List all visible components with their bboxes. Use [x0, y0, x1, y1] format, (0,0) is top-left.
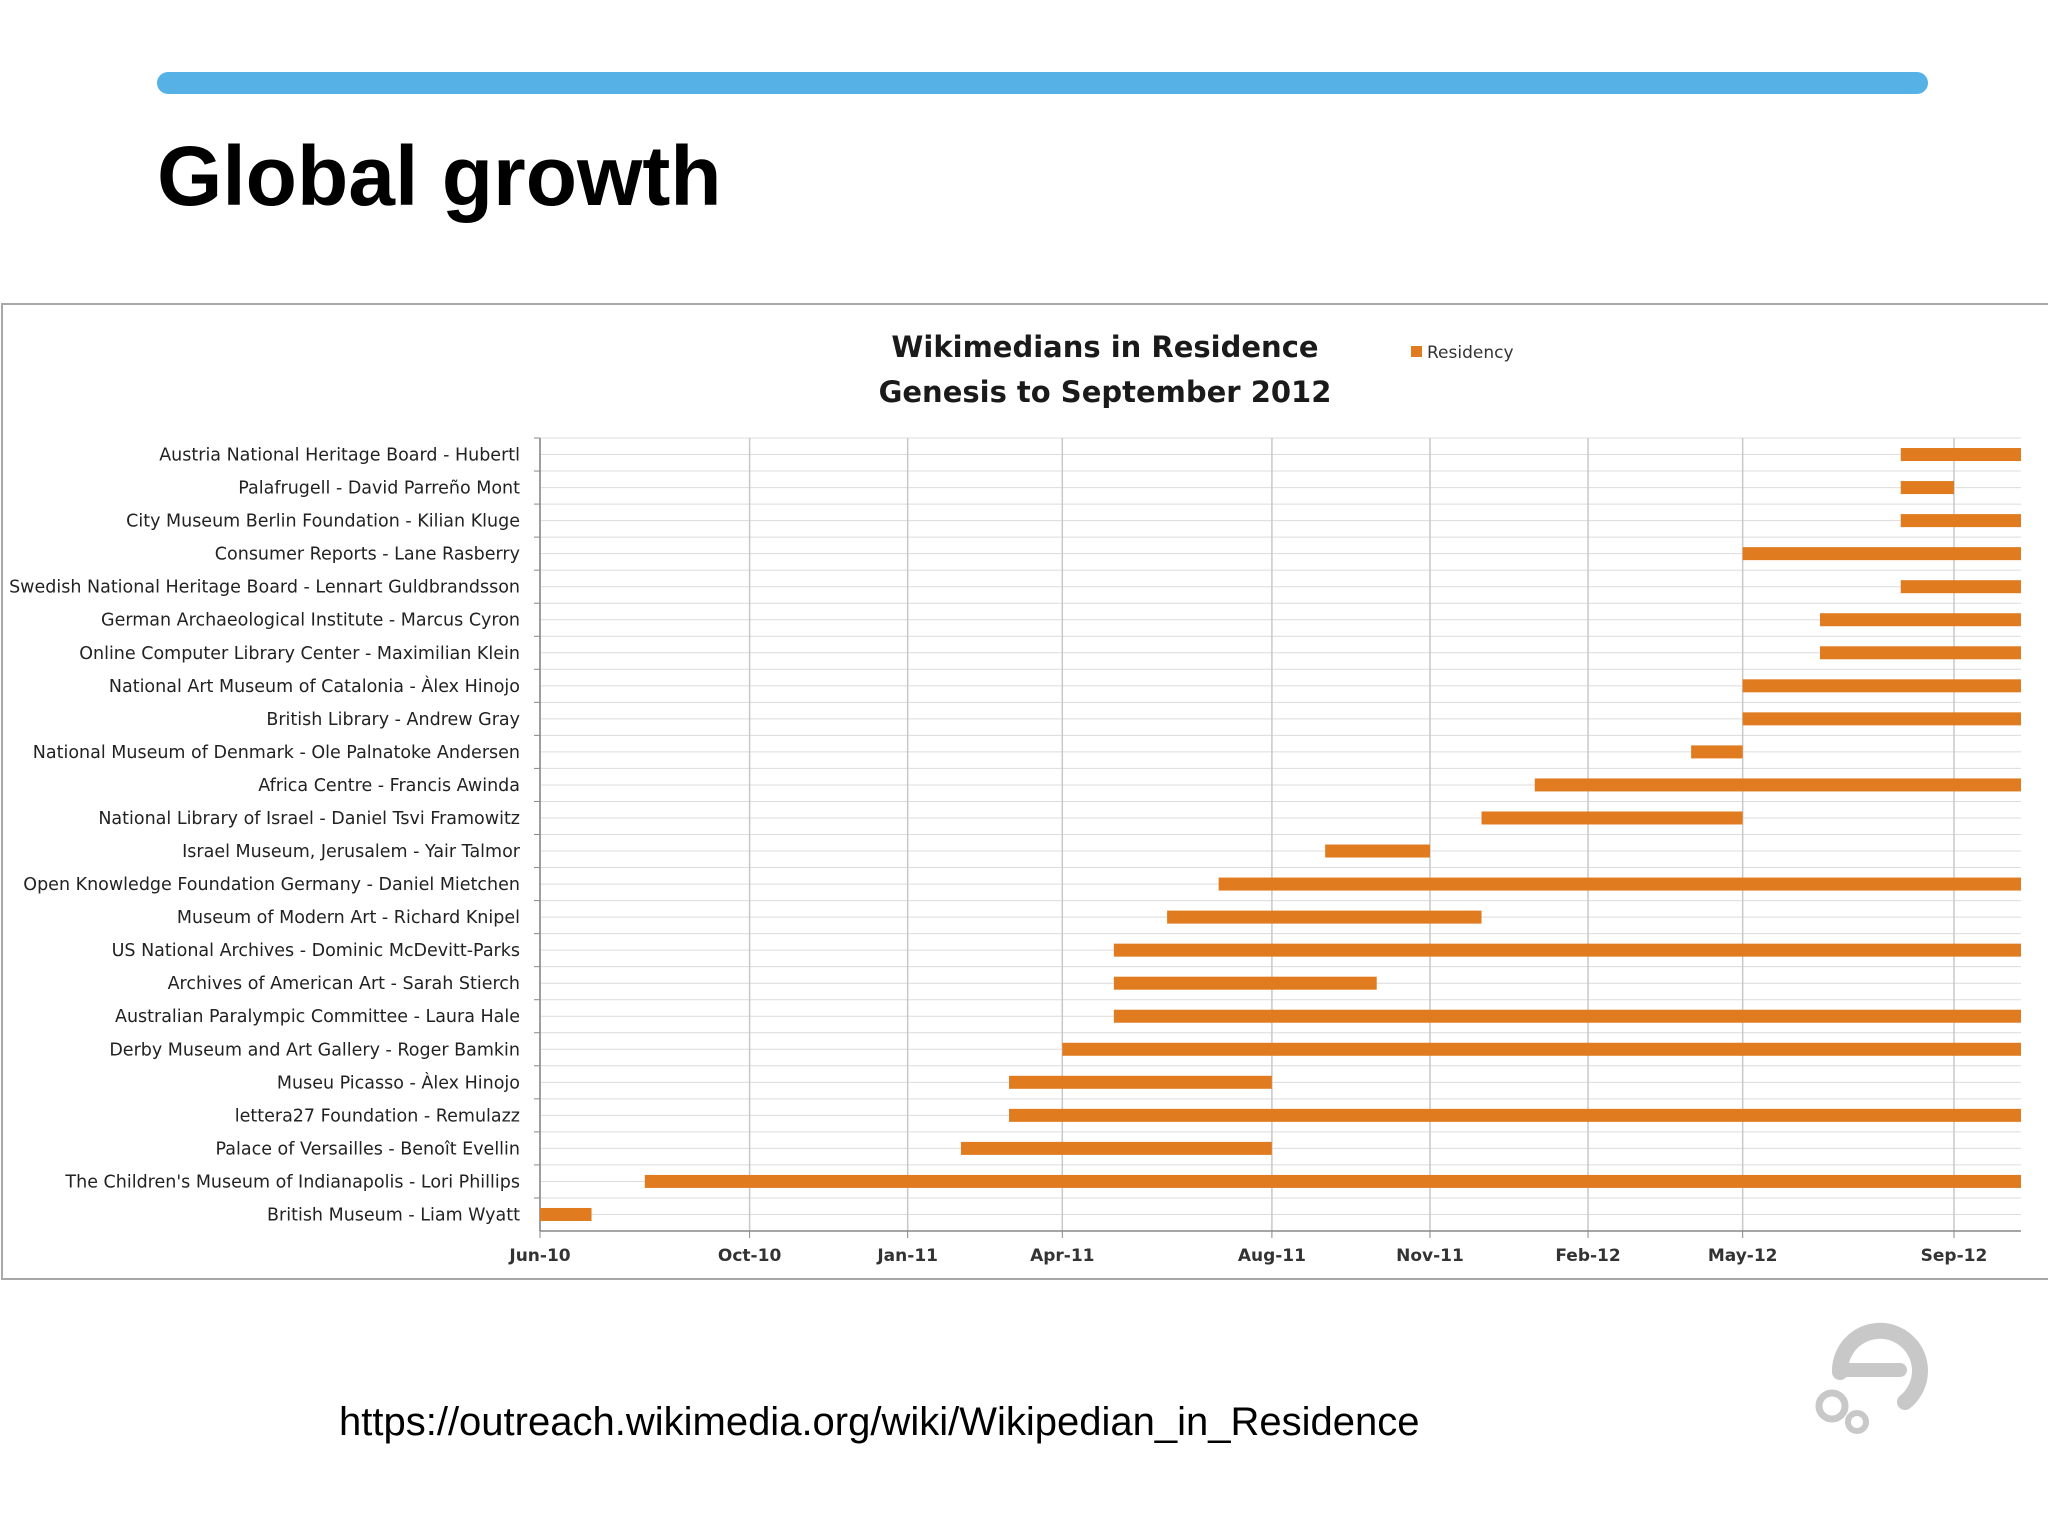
residency-bar: [1900, 514, 2021, 528]
source-url: https://outreach.wikimedia.org/wiki/Wiki…: [339, 1400, 1420, 1444]
y-category-label: The Children's Museum of Indianapolis - …: [64, 1172, 520, 1192]
residency-bar: [1534, 778, 2021, 792]
x-tick-label: Nov-11: [1396, 1246, 1464, 1266]
chart-title-line-1: Wikimedians in Residence: [891, 330, 1318, 364]
residency-bar: [1218, 877, 2021, 891]
residency-bar: [1691, 745, 1743, 759]
residency-bar: [1900, 580, 2021, 594]
y-category-label: Palace of Versailles - Benoît Evellin: [216, 1139, 521, 1159]
y-category-label: Australian Paralympic Committee - Laura …: [115, 1007, 520, 1027]
residency-bar: [1742, 679, 2021, 693]
y-category-label: Palafrugell - David Parreño Mont: [238, 479, 520, 499]
residency-bar: [1113, 943, 2021, 957]
y-category-label: Derby Museum and Art Gallery - Roger Bam…: [109, 1040, 520, 1060]
x-tick-label: Jun-10: [508, 1246, 570, 1266]
y-category-label: British Museum - Liam Wyatt: [267, 1205, 520, 1225]
title-accent-bar: [157, 72, 1928, 94]
y-category-label: Archives of American Art - Sarah Stierch: [168, 974, 520, 994]
x-tick-label: Aug-11: [1238, 1246, 1306, 1266]
y-category-label: Open Knowledge Foundation Germany - Dani…: [23, 875, 520, 895]
y-category-label: Israel Museum, Jerusalem - Yair Talmor: [182, 842, 521, 862]
wikimedia-outreach-logo-icon: [1815, 1322, 1928, 1434]
y-category-label: German Archaeological Institute - Marcus…: [101, 611, 520, 631]
y-category-label: National Library of Israel - Daniel Tsvi…: [98, 809, 520, 829]
residency-bar: [1481, 811, 1743, 825]
chart-canvas: Wikimedians in Residence Genesis to Sept…: [9, 330, 2021, 1266]
residency-bar: [1819, 613, 2021, 627]
residency-bar: [1742, 547, 2021, 561]
y-category-label: Online Computer Library Center - Maximil…: [79, 644, 520, 664]
residency-bar: [1900, 448, 2021, 462]
chart-title-line-2: Genesis to September 2012: [879, 375, 1332, 409]
y-category-label: British Library - Andrew Gray: [266, 710, 520, 730]
residency-bar: [960, 1141, 1272, 1155]
x-tick-label: Apr-11: [1030, 1246, 1094, 1266]
y-category-label: City Museum Berlin Foundation - Kilian K…: [126, 512, 520, 532]
residency-bar: [1062, 1042, 2021, 1056]
residency-bar: [1742, 712, 2021, 726]
gantt-chart: Wikimedians in Residence Genesis to Sept…: [1, 303, 2048, 1280]
residency-bar: [1113, 1009, 2021, 1023]
residency-bar: [1113, 976, 1377, 990]
x-tick-label: Jan-11: [876, 1246, 938, 1266]
y-category-label: Austria National Heritage Board - Hubert…: [159, 446, 520, 466]
y-category-label: Museum of Modern Art - Richard Knipel: [177, 908, 520, 928]
slide-title: Global growth: [157, 129, 722, 223]
residency-bar: [1009, 1075, 1272, 1089]
y-category-label: Museu Picasso - Àlex Hinojo: [277, 1071, 520, 1093]
y-category-label: Africa Centre - Francis Awinda: [258, 776, 520, 796]
legend-swatch: [1411, 346, 1422, 357]
y-category-label: National Art Museum of Catalonia - Àlex …: [109, 675, 520, 697]
x-tick-label: Sep-12: [1921, 1246, 1988, 1266]
residency-bar: [644, 1174, 2021, 1188]
x-tick-label: Feb-12: [1555, 1246, 1620, 1266]
y-category-label: National Museum of Denmark - Ole Palnato…: [33, 743, 520, 763]
x-tick-label: May-12: [1708, 1246, 1778, 1266]
residency-bar: [1009, 1108, 2021, 1122]
residency-bar: [540, 1207, 592, 1221]
residency-bar: [1325, 844, 1430, 858]
legend-label: Residency: [1427, 343, 1514, 363]
y-category-label: Swedish National Heritage Board - Lennar…: [9, 578, 520, 598]
y-category-label: US National Archives - Dominic McDevitt-…: [112, 941, 520, 961]
residency-bar: [1167, 910, 1482, 924]
residency-bar: [1819, 646, 2021, 660]
x-tick-label: Oct-10: [718, 1246, 782, 1266]
y-category-label: Consumer Reports - Lane Rasberry: [215, 545, 520, 565]
residency-bar: [1900, 481, 1954, 495]
y-category-label: lettera27 Foundation - Remulazz: [235, 1106, 520, 1126]
